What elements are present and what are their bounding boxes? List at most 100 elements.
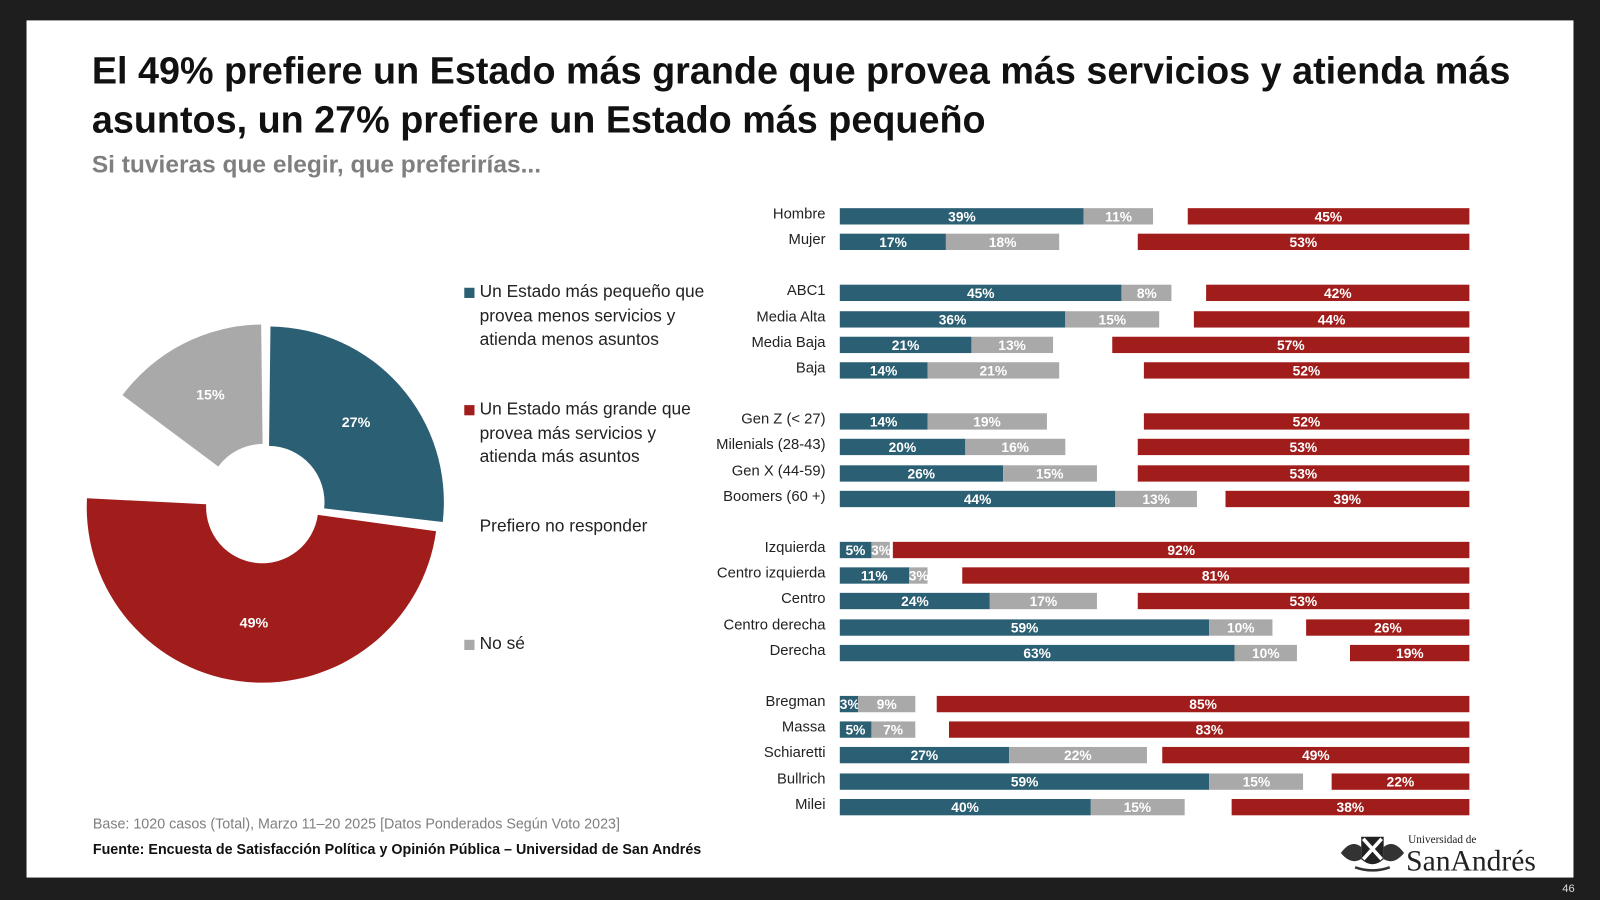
bar-grande: 81% [961, 567, 1470, 584]
legend-label-nose: No sé [479, 633, 525, 654]
category-label: Media Alta [756, 308, 826, 326]
bar-pequeno: 36% [839, 310, 1066, 328]
bar-grande: 53% [1137, 439, 1470, 456]
bar-grande: 42% [1206, 285, 1470, 302]
bar-pequeno: 59% [839, 773, 1210, 790]
bar-grande: 19% [1350, 644, 1470, 662]
bar-grande: 85% [936, 695, 1470, 713]
bar-pequeno: 63% [839, 644, 1235, 662]
bar-nose: 15% [1090, 798, 1185, 816]
bar-pequeno: 20% [839, 439, 966, 456]
bar-pequeno: 26% [839, 464, 1003, 482]
legend-label-grande: Un Estado más grande que provea más serv… [479, 398, 691, 467]
logo-line1: Universidad de [1408, 834, 1476, 846]
bar-pequeno: 59% [839, 618, 1210, 636]
bar-nose: 22% [1008, 747, 1147, 764]
bar-pequeno: 44% [839, 490, 1116, 507]
bar-grande: 22% [1331, 773, 1470, 790]
bar-grande: 26% [1306, 618, 1470, 636]
pie-slice-label: 49% [240, 616, 269, 632]
bar-grande: 92% [892, 541, 1470, 559]
category-label: Derecha [769, 642, 826, 659]
pie-slice [122, 324, 263, 467]
bar-nose: 16% [965, 439, 1066, 456]
bar-nose: 13% [971, 336, 1053, 353]
legend-swatch-grande [464, 405, 475, 416]
pie-slice [269, 326, 444, 522]
category-label: Centro [781, 591, 826, 608]
bar-pequeno: 24% [839, 593, 991, 610]
category-label: Centro derecha [723, 616, 826, 634]
bar-grande: 52% [1143, 413, 1470, 430]
bar-grande: 45% [1187, 208, 1470, 225]
bar-pequeno: 27% [839, 747, 1009, 764]
donut-chart: 27% 49% 15% [86, 324, 444, 683]
bar-pequeno: 39% [839, 208, 1085, 225]
category-label: Baja [795, 360, 826, 377]
legend-swatch-nose [464, 639, 475, 650]
bar-nose: 15% [1209, 773, 1304, 790]
bar-pequeno: 40% [839, 798, 1091, 816]
page-title: El 49% prefiere un Estado más grande que… [91, 49, 1511, 141]
bar-grande: 53% [1137, 233, 1470, 251]
category-label: Milei [795, 796, 826, 814]
bar-nose: 10% [1209, 618, 1273, 636]
university-logo: Universidad de SanAndrés [1339, 829, 1558, 877]
bar-grande: 44% [1193, 310, 1470, 328]
bar-grande: 53% [1137, 464, 1470, 482]
bar-grande: 38% [1231, 798, 1470, 816]
bar-pequeno: 5% [839, 721, 872, 738]
bar-nose: 11% [1084, 208, 1154, 225]
page-subtitle: Si tuvieras que elegir, que preferirías.… [91, 151, 542, 179]
pie-slice-label: 15% [196, 387, 225, 403]
legend-label-pequeno: Un Estado más pequeño que provea menos s… [479, 281, 705, 349]
bar-grande: 57% [1112, 336, 1470, 353]
bar-pequeno: 17% [839, 233, 947, 251]
bar-nose: 3% [908, 567, 929, 584]
category-label: Gen X (44-59) [731, 462, 826, 480]
category-label: Mujer [788, 231, 826, 249]
category-label: ABC1 [786, 283, 826, 300]
category-label: Izquierda [764, 539, 826, 557]
pie-slice-label: 27% [342, 415, 371, 431]
logo-line2: SanAndrés [1406, 845, 1536, 875]
bar-nose: 17% [990, 593, 1097, 610]
legend-label-no-responde: Prefiero no responder [479, 516, 648, 536]
bar-nose: 15% [1065, 310, 1160, 328]
bar-pequeno: 5% [839, 541, 872, 559]
pie-slice [86, 498, 437, 683]
bar-grande: 52% [1143, 362, 1470, 379]
bar-pequeno: 14% [839, 413, 928, 430]
category-label: Bregman [765, 693, 826, 711]
category-label: Schiaretti [763, 745, 826, 762]
legend-swatch-pequeno [464, 287, 475, 298]
bar-pequeno: 11% [839, 567, 909, 584]
bar-nose: 9% [858, 695, 915, 713]
bar-nose: 7% [871, 721, 915, 738]
category-label: Bullrich [776, 771, 826, 788]
bar-nose: 8% [1121, 285, 1172, 302]
category-label: Boomers (60 +) [723, 488, 826, 505]
category-label: Centro izquierda [716, 565, 826, 582]
footer-source: Fuente: Encuesta de Satisfacción Polític… [92, 840, 702, 858]
category-label: Milenials (28-43) [716, 437, 826, 454]
bar-grande: 39% [1225, 490, 1470, 507]
bar-grande: 83% [949, 721, 1470, 738]
bar-nose: 10% [1234, 644, 1298, 662]
category-label: Massa [781, 719, 826, 736]
bar-grande: 53% [1137, 593, 1470, 610]
footer-base: Base: 1020 casos (Total), Marzo 11–20 20… [92, 815, 620, 832]
bar-pequeno: 3% [839, 695, 860, 713]
bar-pequeno: 14% [839, 362, 928, 379]
bar-pequeno: 21% [839, 336, 972, 353]
bar-pequeno: 45% [839, 285, 1122, 302]
page-number: 46 [1562, 882, 1575, 895]
category-label: Hombre [772, 206, 826, 223]
bar-nose: 21% [927, 362, 1060, 379]
bar-nose: 13% [1115, 490, 1197, 507]
bar-grande: 49% [1162, 747, 1470, 764]
bar-nose: 15% [1002, 464, 1097, 482]
category-label: Gen Z (< 27) [741, 411, 826, 428]
category-label: Media Baja [751, 334, 826, 351]
bar-nose: 18% [946, 233, 1060, 251]
